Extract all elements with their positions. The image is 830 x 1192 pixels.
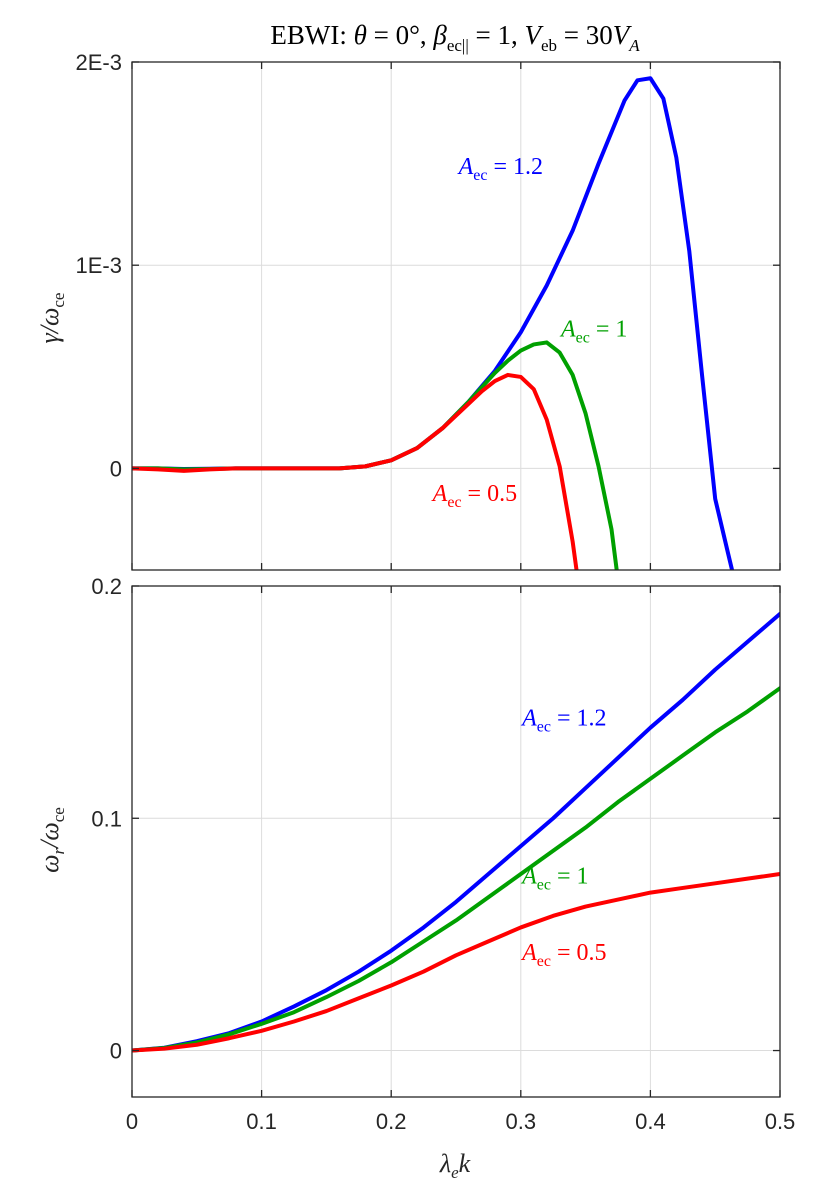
bottom-panel: 0 0.1 0.2 0 0.1 0.2 0.3 0.4 0.5 Aec = 1.2 Aec = 1 A… <box>91 574 795 1134</box>
top-axes-box <box>131 61 781 571</box>
top-panel: 0 1E-3 2E-3 Aec = 1.2 Aec = 1 Aec = 0.5 <box>76 50 781 571</box>
bottom-ytick-label: 0.1 <box>91 806 122 831</box>
top-ytick-label: 1E-3 <box>76 253 122 278</box>
bottom-ylabel: ωr/ωce <box>35 807 68 873</box>
bottom-series-line-2 <box>132 872 780 1053</box>
bottom-xtick-label: 0 <box>126 1109 138 1134</box>
bottom-annotation-2: Aec = 0.5 <box>520 940 606 970</box>
top-ytick-label: 2E-3 <box>76 50 122 75</box>
bottom-xtick-label: 0.3 <box>506 1109 537 1134</box>
chart-title: EBWI: θ = 0°, βec|| = 1, Veb = 30VA <box>270 20 640 55</box>
bottom-plot-area <box>132 586 780 1097</box>
bottom-annotation-1: Aec = 1 <box>520 863 588 893</box>
bottom-annotation-0: Aec = 1.2 <box>520 705 606 735</box>
bottom-axes-box <box>131 585 781 1098</box>
bottom-series-line-1 <box>132 686 780 1053</box>
top-annotation-2: Aec = 0.5 <box>431 481 517 511</box>
bottom-xtick-label: 0.1 <box>246 1109 277 1134</box>
bottom-xtick-label: 0.5 <box>765 1109 796 1134</box>
top-annotation-0: Aec = 1.2 <box>457 154 543 184</box>
top-series-line-2 <box>132 372 579 570</box>
xlabel: λek <box>439 1149 471 1182</box>
bottom-xtick-label: 0.4 <box>635 1109 666 1134</box>
top-annotation-1: Aec = 1 <box>559 316 627 346</box>
bottom-ytick-label: 0 <box>110 1039 122 1064</box>
bottom-xtick-label: 0.2 <box>376 1109 407 1134</box>
bottom-ytick-label: 0.2 <box>91 574 122 599</box>
top-ytick-label: 0 <box>110 456 122 481</box>
top-ylabel: γ/ωce <box>35 293 68 344</box>
